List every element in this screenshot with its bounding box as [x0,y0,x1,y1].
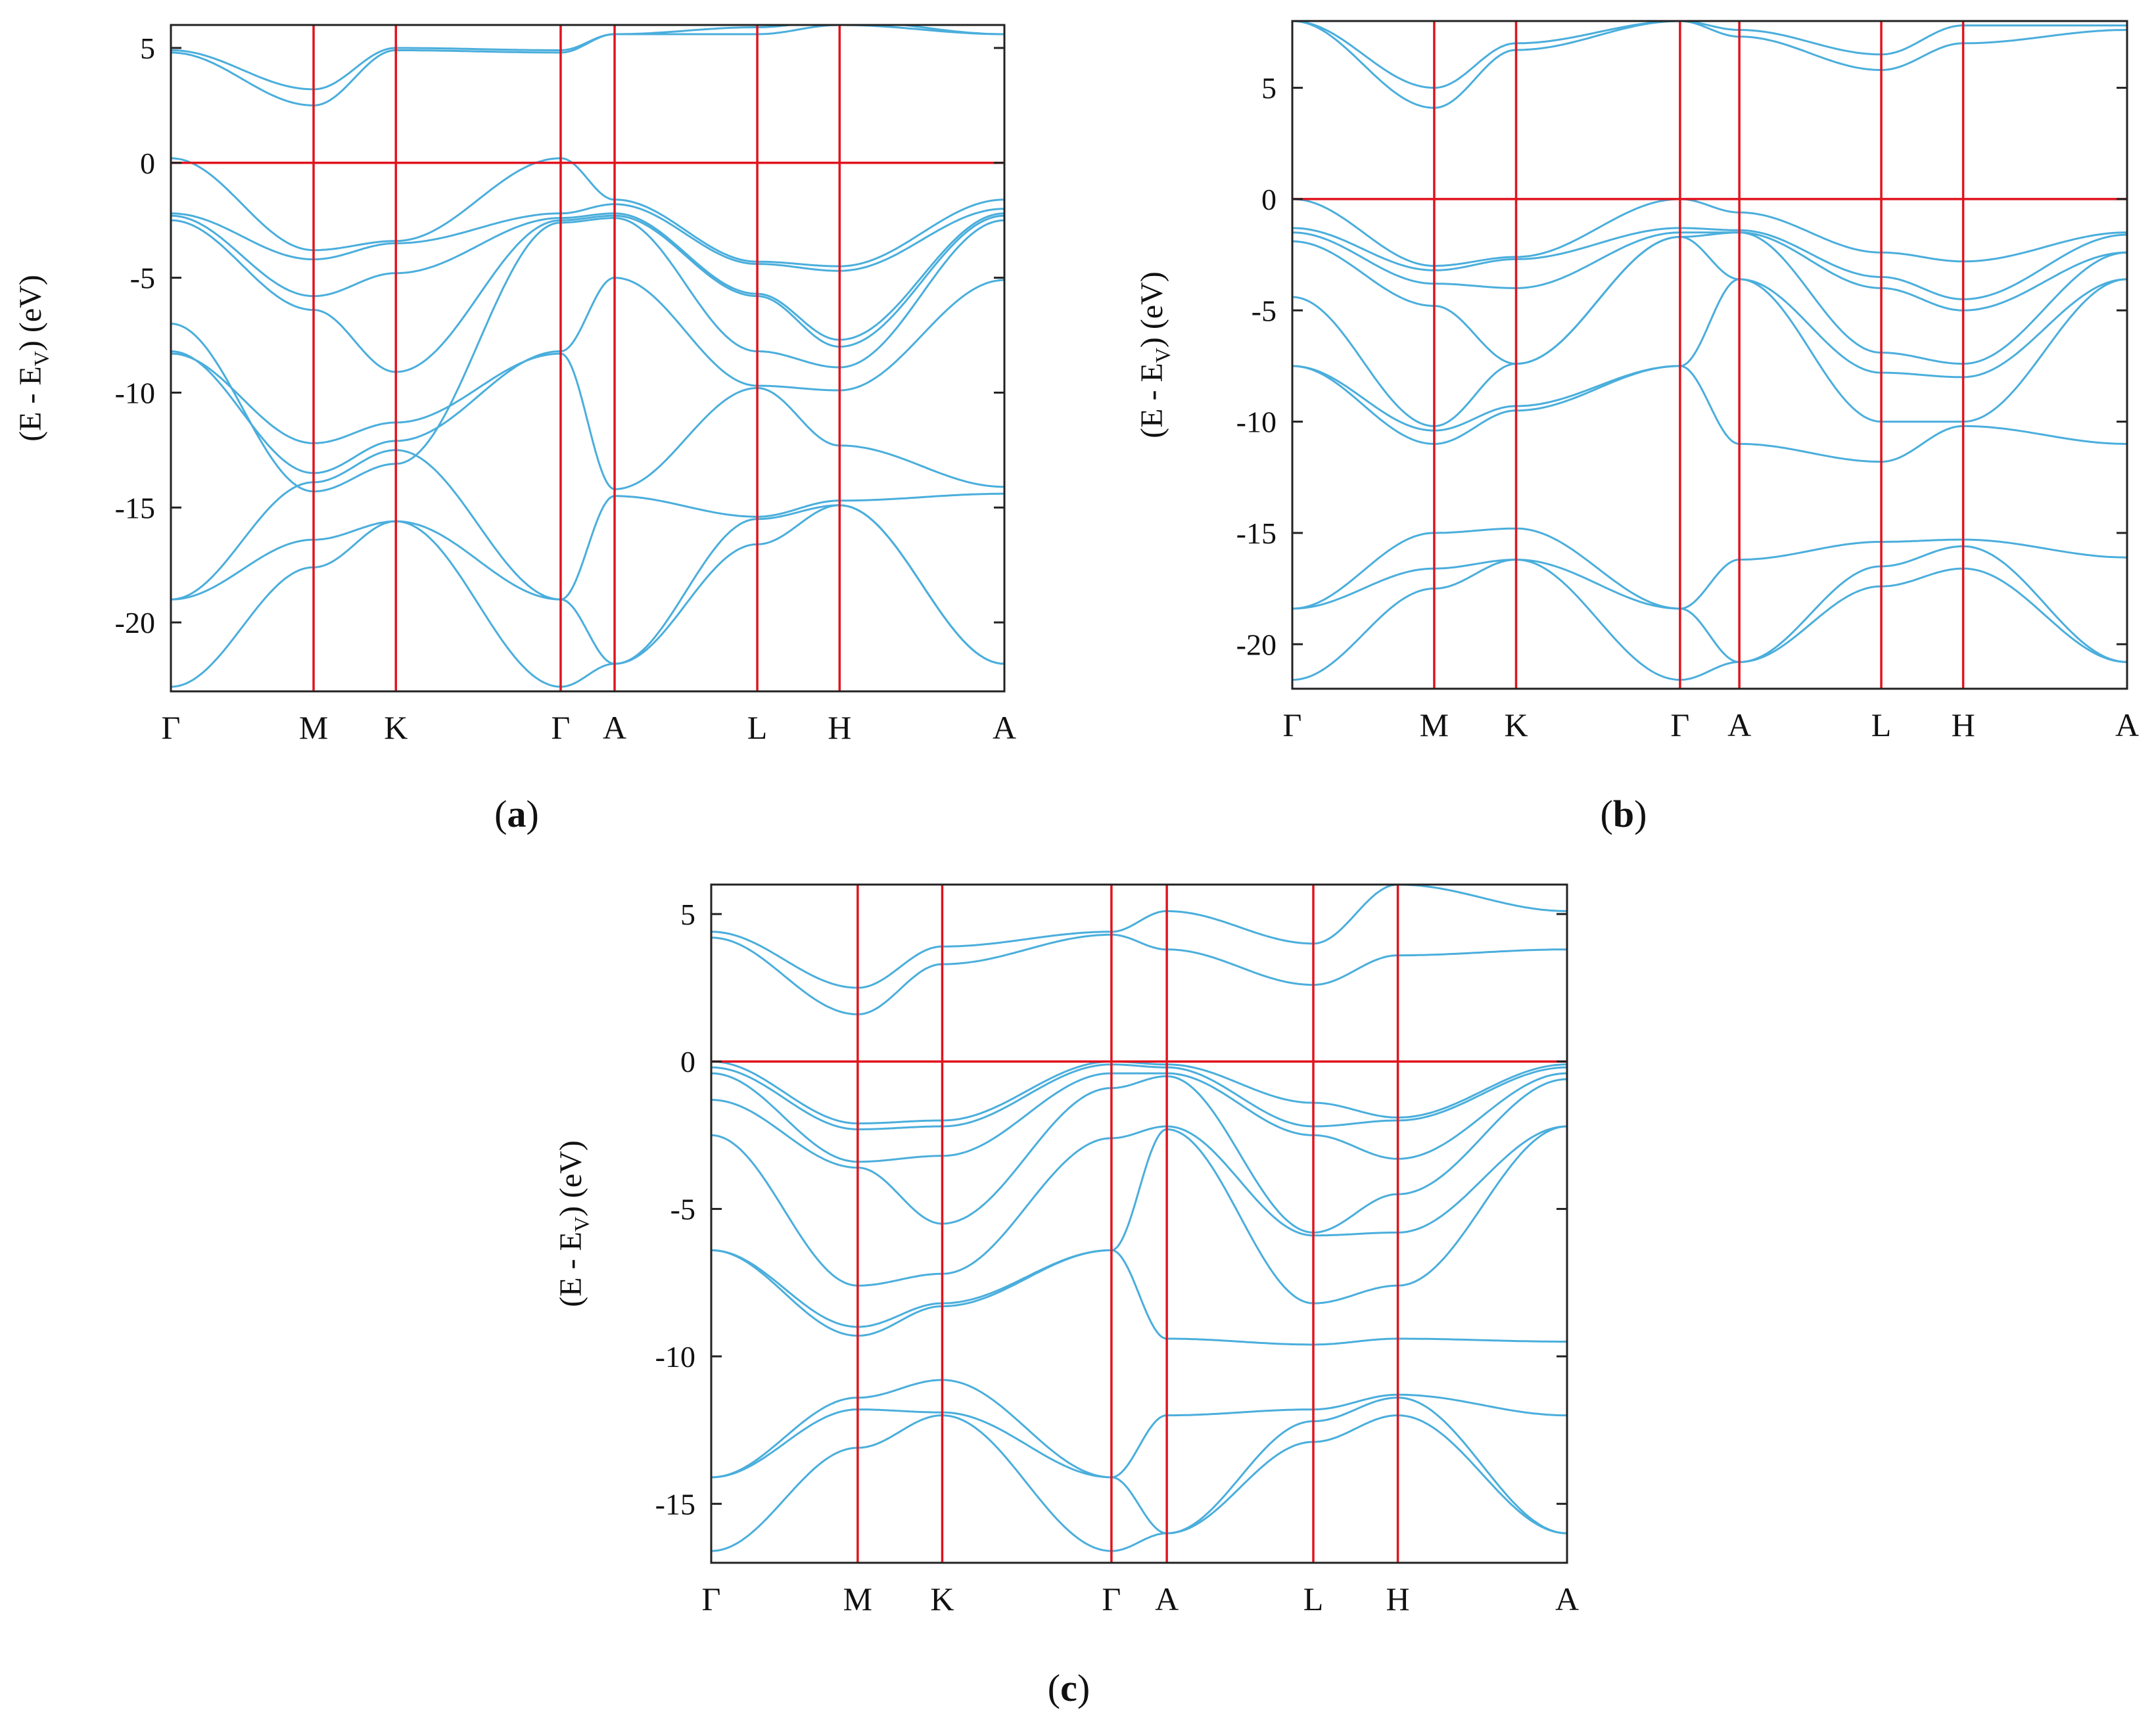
band-line-6 [711,1125,1567,1287]
band-line-4 [711,1249,1567,1346]
band-line-12 [171,25,1004,91]
band-line-1 [711,1414,1567,1552]
band-line-2 [171,504,1004,665]
band-line-2 [1292,545,2127,663]
y-tick-label: -10 [655,1340,695,1374]
kpoint-label: Γ [162,709,181,746]
band-line-5 [171,277,1004,474]
band-line-3 [171,449,1004,601]
band-line-7 [1292,231,2127,365]
y-tick-label: 0 [140,147,155,180]
kpoint-label: M [843,1581,872,1617]
band-line-10 [711,1060,1567,1124]
kpoint-label: Γ [551,709,571,746]
y-tick-label: -15 [115,491,155,524]
kpoint-label: K [1504,706,1528,743]
band-line-8 [171,212,1004,341]
kpoint-label: A [1727,706,1751,743]
y-tick-label: -5 [130,262,155,295]
kpoint-label: L [747,709,768,746]
kpoint-label: Γ [1283,706,1302,743]
plot-frame [1291,20,2128,690]
band-line-10 [1292,198,2127,267]
bands [171,25,1004,688]
kpoint-label: Γ [1102,1581,1121,1617]
kpoint-label: H [828,709,851,746]
kpoint-label: M [299,709,328,746]
band-line-7 [711,1075,1567,1234]
band-line-5 [711,1125,1567,1328]
band-line-7 [171,214,1004,373]
y-tick-label: 5 [1261,72,1277,105]
band-line-11 [1292,21,2127,109]
band-line-11 [711,933,1567,1015]
band-line-4 [171,352,1004,490]
kpoint-label: A [2115,706,2139,743]
y-tick-label: -5 [670,1193,695,1226]
band-line-11 [171,25,1004,106]
band-line-5 [1292,278,2127,432]
kpoint-label: L [1303,1581,1324,1617]
panel-b: 5 0 -5 -10 -15 -20 Γ M K Γ A L H A (E - EV) (eV) (b) [1135,20,2139,835]
kpoint-label: H [1386,1581,1410,1617]
band-line-8 [711,1072,1567,1163]
band-line-1 [1292,559,2127,681]
kpoint-label: M [1420,706,1449,743]
kpoint-label: K [384,709,408,746]
panel-label: (c) [1048,1667,1090,1709]
y-tick-label: -15 [1236,517,1277,550]
kpoint-label: Γ [702,1581,721,1617]
kpoint-label: L [1871,706,1892,743]
band-line-6 [171,217,1004,493]
y-tick-label: -20 [115,606,155,639]
y-tick-label: -10 [115,376,155,409]
kpoint-label: H [1952,706,1975,743]
y-tick-label: -10 [1236,405,1277,439]
plot-frame [710,883,1568,1564]
band-line-12 [1292,21,2127,89]
panel-a: 50-5-10-15-20Γ M K Γ A L H A(E - EV) (eV)(a) [13,24,1016,835]
panel-label: (a) [494,793,539,835]
y-tick-label: 0 [680,1045,695,1078]
band-line-10 [171,157,1004,267]
panel-c: 50-5-10-15Γ M K Γ A L H A(E - EV) (eV)(c) [553,883,1579,1709]
y-axis-title: (E - EV) (eV) [1135,271,1175,438]
y-tick-label: 0 [1261,183,1277,216]
band-line-12 [711,885,1567,989]
kpoint-label: K [930,1581,954,1617]
bands [1292,21,2127,681]
band-line-1 [171,504,1004,688]
y-tick-label: -15 [655,1487,695,1521]
bands [711,885,1567,1552]
band-line-8 [1292,231,2127,312]
kpoint-label: A [603,709,626,746]
kpoint-label: A [1555,1581,1579,1617]
y-tick-label: -5 [1252,294,1277,327]
kpoint-label: A [993,709,1016,746]
y-axis-title: (E - EV) (eV) [13,275,53,442]
band-line-3 [1292,527,2127,610]
y-axis-title: (E - EV) (eV) [553,1140,594,1307]
kpoint-label: A [1155,1581,1179,1617]
plot-frame [170,24,1006,693]
band-line-2 [711,1397,1567,1535]
band-line-9 [1292,227,2127,300]
panel-label: (b) [1601,793,1647,835]
band-line-4 [1292,365,2127,463]
y-tick-label: 5 [140,32,155,65]
y-tick-label: -20 [1236,628,1277,661]
band-line-6 [1292,236,2127,427]
band-line-9 [711,1063,1567,1130]
band-line-3 [711,1379,1567,1479]
y-tick-label: 5 [680,898,695,931]
band-line-9 [171,203,1004,272]
kpoint-label: Γ [1670,706,1689,743]
